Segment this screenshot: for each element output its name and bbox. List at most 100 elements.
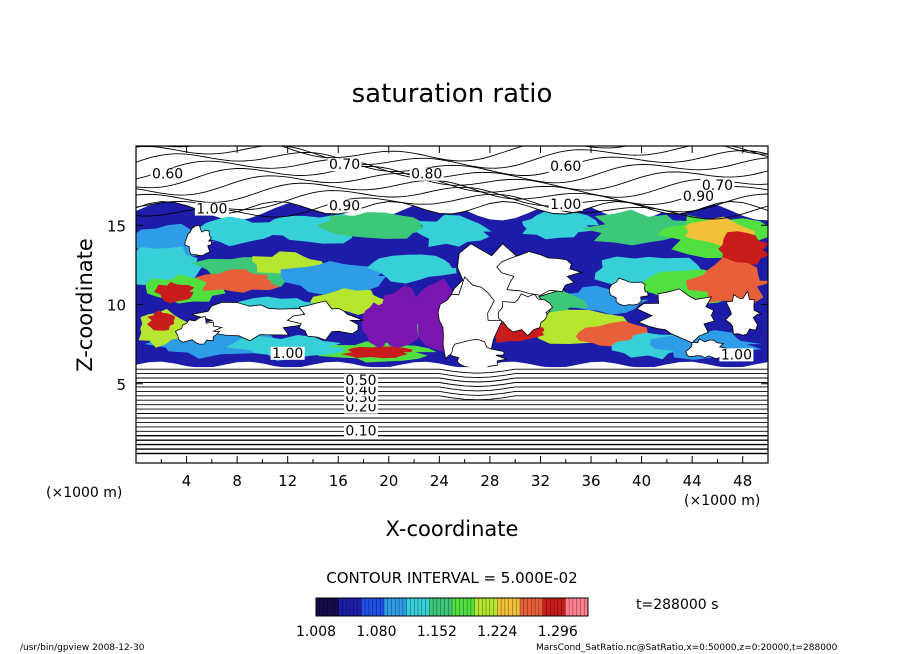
colorbar-cell (535, 598, 540, 616)
fill-patch (522, 210, 599, 240)
fill-patch (147, 310, 176, 331)
contour-line (136, 165, 768, 191)
fill-patch (366, 254, 457, 284)
colorbar-cell (406, 598, 411, 616)
colorbar-cell (331, 598, 336, 616)
x-tick-label: 32 (531, 472, 550, 490)
colorbar-cell (380, 598, 385, 616)
colorbar-cell (478, 598, 483, 616)
fill-patch (194, 269, 280, 293)
contour-label-bg (700, 178, 735, 192)
unsaturated-region (496, 251, 583, 296)
fill-patch (154, 281, 195, 304)
contour-label: 0.60 (152, 167, 183, 183)
colorbar-cell (414, 598, 419, 616)
colorbar-cell (346, 598, 351, 616)
z-tick-label: 10 (107, 297, 126, 315)
colorbar-cell (421, 598, 426, 616)
fill-patch (280, 261, 387, 296)
colorbar-cell (516, 598, 521, 616)
colorbar-cell (338, 598, 343, 616)
upper-unsaturated-region (136, 146, 768, 215)
unsaturated-region (608, 277, 649, 307)
colorbar-cell (353, 598, 358, 616)
colorbar-cell (452, 598, 457, 616)
contour-label-bg (270, 346, 305, 360)
contour-line (136, 146, 768, 169)
colorbar-cell (512, 598, 517, 616)
contour-line (136, 382, 768, 387)
unsaturated-region (635, 288, 716, 344)
x-axis-label: X-coordinate (386, 517, 519, 541)
colorbar-cell (489, 598, 494, 616)
colorbar-tick-label: 1.080 (356, 624, 396, 640)
colorbar-cell (334, 598, 339, 616)
colorbar-cell (569, 598, 574, 616)
colorbar-tick-label: 1.296 (538, 624, 578, 640)
colorbar-tick-label: 1.008 (296, 624, 336, 640)
colorbar-cell (467, 598, 472, 616)
colorbar-cell (376, 598, 381, 616)
contour-line (136, 157, 768, 184)
colorbar-cell (436, 598, 441, 616)
x-tick-label: 28 (480, 472, 499, 490)
z-axis-label: Z-coordinate (73, 238, 97, 372)
colorbar-cell (368, 598, 373, 616)
colorbar-cell (542, 598, 547, 616)
contour-label-bg (409, 167, 444, 181)
x-axis: 4 8 12 16 20 24 28 32 36 40 44 48 (160, 146, 752, 490)
colorbar-tick-label: 1.224 (477, 624, 517, 640)
colorbar-cell (463, 598, 468, 616)
contour-line (136, 150, 768, 176)
colorbar-cell (554, 598, 559, 616)
x-tick-label: 4 (182, 472, 192, 490)
colorbar-cell (486, 598, 491, 616)
colorbar-cell (523, 598, 528, 616)
contour-line (136, 377, 768, 383)
colorbar-cell (444, 598, 449, 616)
contour-line (136, 390, 768, 396)
colorbar-cell (319, 598, 324, 616)
colorbar-cell (361, 598, 366, 616)
colorbar-cell (508, 598, 513, 616)
contour-label: 1.00 (196, 202, 227, 218)
fill-patch (415, 214, 492, 247)
unsaturated-region (184, 224, 213, 256)
contour-label-bg (343, 373, 378, 387)
colorbar-cell (527, 598, 532, 616)
colorbar-cell (455, 598, 460, 616)
colorbar-cell (504, 598, 509, 616)
unsaturated-region (449, 338, 508, 370)
colorbar-frame (315, 597, 589, 617)
contour-label: 0.70 (702, 178, 733, 194)
colorbar-cell (402, 598, 407, 616)
colorbar-cell (448, 598, 453, 616)
lower-contour-lines (136, 368, 768, 455)
colorbar-cell (357, 598, 362, 616)
chart-title: saturation ratio (352, 79, 553, 109)
z-tick-label: 15 (107, 217, 126, 235)
contour-label: 1.00 (550, 197, 581, 213)
x-tick-label: 8 (232, 472, 242, 490)
colorbar-cell (391, 598, 396, 616)
contour-label: 1.00 (721, 347, 752, 363)
contour-label: 0.90 (683, 189, 714, 205)
colorbar-cell (470, 598, 475, 616)
unsaturated-region (724, 290, 762, 336)
z-tick-label: 5 (116, 376, 126, 394)
contour-label: 0.60 (550, 159, 581, 175)
plot-area: 0.100.200.300.400.500.600.700.80 0.600.70… (136, 146, 768, 463)
contour-label-bg (548, 197, 583, 211)
contour-labels: 0.100.200.300.400.500.600.700.80 0.600.70… (150, 157, 754, 439)
x-unit-label-left: (×1000 m) (46, 485, 122, 501)
colorbar-cell (561, 598, 566, 616)
z-axis: 5 10 15 (107, 217, 768, 394)
colorbar-cell (531, 598, 536, 616)
x-tick-label: 24 (430, 472, 449, 490)
contour-label: 0.80 (411, 167, 442, 183)
contour-label-bg (327, 199, 362, 213)
contour-label-bg (327, 158, 362, 172)
colorbar-cell (316, 598, 321, 616)
colorbar-cell (580, 598, 585, 616)
